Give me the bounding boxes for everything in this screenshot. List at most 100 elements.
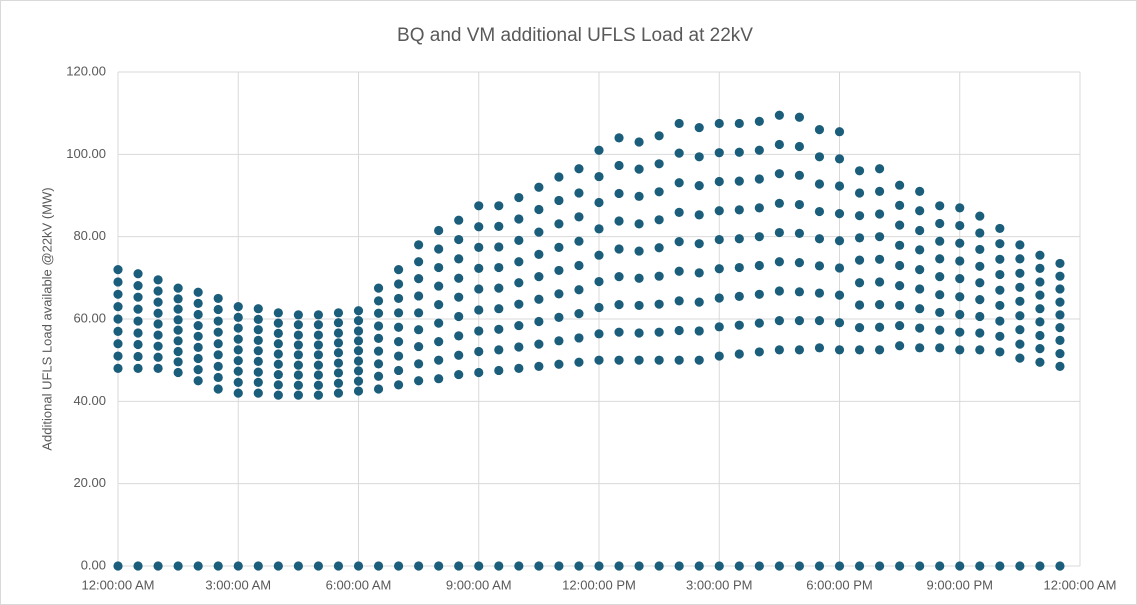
data-point: [414, 561, 424, 571]
data-point: [434, 374, 444, 384]
y-tick-label: 0.00: [81, 557, 106, 572]
data-point: [494, 242, 504, 252]
data-point: [153, 561, 163, 571]
data-point: [213, 361, 223, 371]
data-point: [814, 179, 825, 189]
data-point: [454, 369, 464, 380]
data-point: [514, 257, 524, 267]
data-point: [834, 345, 845, 355]
data-point: [714, 351, 724, 361]
data-point: [935, 201, 945, 211]
data-point: [353, 316, 364, 326]
data-point: [133, 561, 143, 571]
data-point: [273, 318, 283, 328]
data-point: [333, 318, 344, 328]
data-point: [955, 238, 965, 248]
data-point: [955, 561, 965, 571]
data-point: [834, 209, 845, 219]
data-point: [694, 239, 704, 249]
data-point: [514, 278, 524, 288]
data-point: [614, 188, 624, 199]
data-point: [955, 327, 965, 337]
data-point: [554, 336, 564, 346]
data-point: [634, 137, 644, 147]
data-point: [1035, 250, 1045, 260]
data-point: [975, 211, 985, 221]
data-point: [233, 302, 243, 312]
data-point: [1035, 304, 1045, 314]
data-point: [353, 326, 364, 336]
data-point: [1055, 561, 1065, 571]
data-point: [213, 350, 223, 360]
data-point: [193, 365, 203, 375]
data-point: [373, 333, 384, 343]
data-point: [1035, 277, 1045, 287]
data-point: [554, 172, 564, 182]
data-point: [574, 260, 584, 271]
x-tick-label: 9:00:00 AM: [446, 577, 512, 592]
data-point: [173, 357, 183, 367]
data-point: [634, 164, 644, 174]
data-point: [293, 360, 303, 370]
data-point: [874, 322, 885, 332]
data-point: [694, 122, 704, 133]
data-point: [373, 561, 384, 571]
data-point: [133, 281, 143, 291]
data-point: [333, 388, 344, 398]
data-point: [233, 334, 243, 344]
y-tick-label: 40.00: [73, 393, 106, 408]
data-point: [754, 174, 764, 184]
data-point: [1055, 323, 1065, 333]
data-point: [474, 242, 484, 252]
data-point: [454, 234, 464, 245]
data-point: [794, 287, 805, 297]
data-point: [414, 274, 424, 284]
data-point: [273, 369, 283, 380]
data-point: [233, 345, 243, 355]
data-point: [774, 286, 784, 296]
data-point: [373, 346, 384, 356]
data-point: [734, 320, 744, 330]
data-point: [895, 260, 905, 271]
data-point: [734, 291, 744, 301]
data-point: [714, 118, 724, 129]
data-point: [494, 262, 504, 273]
data-point: [694, 210, 704, 220]
data-point: [594, 250, 604, 260]
data-point: [774, 110, 784, 120]
data-point: [293, 320, 303, 330]
data-point: [574, 164, 584, 174]
data-point: [393, 561, 404, 571]
data-point: [1015, 282, 1025, 292]
data-point: [373, 283, 384, 293]
data-point: [794, 316, 805, 326]
x-tick-label: 9:00:00 PM: [927, 577, 994, 592]
data-point: [1015, 296, 1025, 306]
data-point: [814, 316, 825, 326]
data-point: [915, 265, 925, 275]
data-point: [634, 273, 644, 283]
x-tick-label: 12:00:00 PM: [562, 577, 636, 592]
data-point: [935, 307, 945, 318]
data-point: [774, 257, 784, 267]
data-point: [754, 260, 764, 271]
data-point: [534, 249, 544, 259]
data-point: [734, 561, 744, 571]
data-point: [213, 327, 223, 337]
data-point: [293, 350, 303, 360]
data-point: [213, 384, 223, 394]
data-point: [233, 312, 243, 322]
data-point: [514, 235, 524, 245]
data-point: [1035, 330, 1045, 341]
data-point: [854, 323, 865, 333]
data-point: [554, 289, 564, 299]
data-point: [534, 339, 544, 349]
data-point: [153, 275, 163, 285]
data-point: [714, 561, 724, 571]
data-point: [594, 224, 604, 234]
data-point: [874, 209, 885, 219]
data-point: [373, 359, 384, 369]
data-point: [1055, 258, 1065, 269]
data-point: [674, 148, 684, 158]
data-point: [594, 302, 604, 313]
